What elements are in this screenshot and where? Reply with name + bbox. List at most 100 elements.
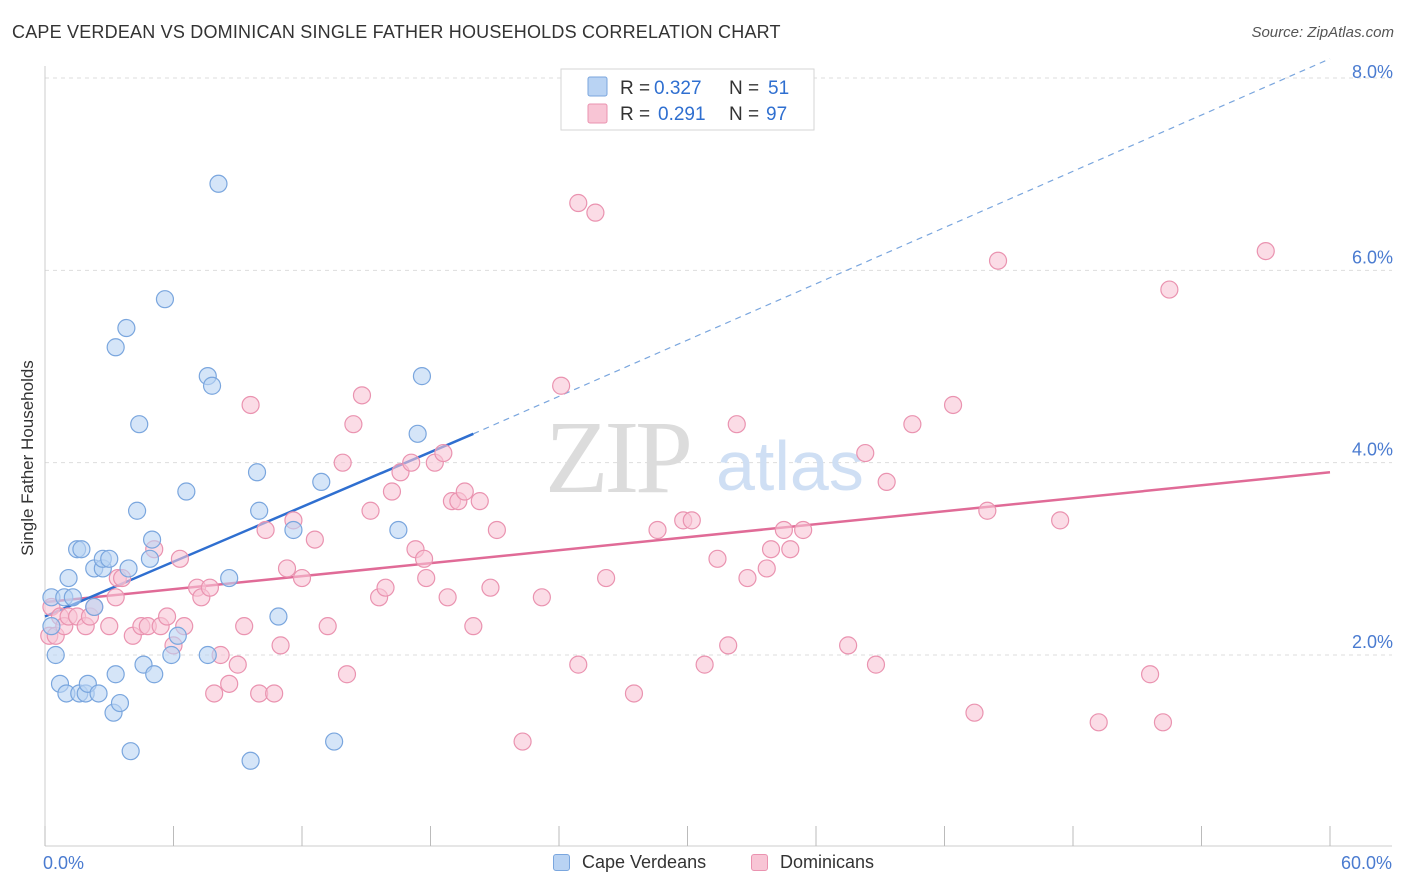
point-dominicans bbox=[988, 251, 1008, 270]
point-cape-verdeans bbox=[110, 693, 130, 713]
point-dominicans bbox=[487, 520, 506, 540]
point-dominicans bbox=[569, 193, 588, 213]
point-dominicans bbox=[434, 443, 453, 463]
point-dominicans bbox=[738, 568, 757, 588]
point-dominicans bbox=[1153, 713, 1173, 732]
source-label: Source: ZipAtlas.com bbox=[1251, 24, 1394, 41]
point-dominicans bbox=[318, 617, 337, 636]
point-cape-verdeans bbox=[42, 617, 61, 636]
point-cape-verdeans bbox=[220, 568, 239, 588]
point-dominicans bbox=[978, 501, 997, 520]
point-dominicans bbox=[648, 520, 667, 540]
legend-swatch-dominicans bbox=[587, 103, 608, 124]
trend-lines bbox=[44, 58, 1331, 618]
point-dominicans bbox=[774, 520, 793, 540]
point-dominicans bbox=[1089, 713, 1108, 732]
point-dominicans bbox=[205, 684, 224, 703]
point-dominicans bbox=[333, 453, 352, 472]
point-dominicans bbox=[271, 636, 290, 655]
point-dominicans bbox=[1051, 511, 1070, 530]
point-cape-verdeans bbox=[269, 607, 288, 626]
point-dominicans bbox=[417, 568, 436, 588]
trend-line-dominicans bbox=[44, 471, 1331, 604]
point-dominicans bbox=[866, 655, 886, 674]
point-dominicans bbox=[903, 415, 922, 434]
legend-item-cape-verdeans[interactable]: Cape Verdeans bbox=[553, 852, 706, 873]
point-dominicans bbox=[1140, 665, 1160, 684]
point-cape-verdeans bbox=[117, 318, 136, 338]
grid-lines bbox=[45, 77, 1392, 656]
point-dominicans bbox=[352, 386, 372, 405]
point-cape-verdeans bbox=[389, 520, 408, 540]
point-dominicans bbox=[170, 549, 190, 568]
legend-r-label: R = bbox=[620, 78, 650, 99]
watermark: ZIP atlas bbox=[545, 400, 864, 515]
point-dominicans bbox=[695, 655, 714, 674]
point-cape-verdeans bbox=[209, 174, 228, 193]
trend-line-cape-verdeans-extension bbox=[473, 58, 1331, 435]
legend-label-dominicans: Dominicans bbox=[780, 852, 875, 872]
point-dominicans bbox=[438, 588, 457, 607]
point-dominicans bbox=[532, 588, 551, 607]
swatch-dominicans bbox=[751, 854, 768, 871]
point-dominicans bbox=[481, 578, 500, 597]
point-dominicans bbox=[719, 636, 738, 655]
point-dominicans bbox=[100, 617, 119, 636]
legend-box: R = 0.327 N = 51 R = 0.291 N = 97 bbox=[560, 68, 815, 131]
point-dominicans bbox=[856, 443, 875, 463]
legend-swatch-cape-verdeans bbox=[587, 76, 608, 97]
axes bbox=[44, 66, 1392, 847]
point-dominicans bbox=[552, 376, 571, 395]
y-tick-label: 4.0% bbox=[1352, 440, 1393, 460]
point-cape-verdeans bbox=[46, 645, 65, 665]
point-dominicans bbox=[597, 568, 616, 588]
legend-r-value: 0.291 bbox=[658, 104, 706, 125]
legend-item-dominicans[interactable]: Dominicans bbox=[751, 852, 874, 873]
point-cape-verdeans bbox=[130, 415, 149, 434]
point-cape-verdeans bbox=[241, 751, 260, 770]
point-dominicans bbox=[157, 607, 177, 626]
point-cape-verdeans bbox=[312, 472, 331, 491]
point-dominicans bbox=[943, 395, 963, 415]
watermark-zip: ZIP bbox=[545, 400, 689, 515]
point-dominicans bbox=[464, 617, 483, 636]
point-cape-verdeans bbox=[155, 290, 175, 309]
point-cape-verdeans bbox=[59, 568, 78, 588]
point-dominicans bbox=[200, 578, 220, 597]
point-dominicans bbox=[277, 559, 297, 578]
point-cape-verdeans bbox=[72, 540, 91, 559]
point-cape-verdeans bbox=[142, 530, 162, 549]
point-dominicans bbox=[292, 568, 312, 588]
point-dominicans bbox=[470, 492, 489, 511]
watermark-atlas: atlas bbox=[716, 427, 864, 505]
point-cape-verdeans bbox=[106, 665, 125, 684]
point-dominicans bbox=[455, 482, 474, 501]
legend-n-label: N = bbox=[729, 78, 759, 99]
point-dominicans bbox=[761, 540, 781, 559]
point-dominicans bbox=[1160, 280, 1179, 299]
point-cape-verdeans bbox=[121, 742, 140, 761]
legend-n-label: N = bbox=[729, 104, 759, 125]
point-dominicans bbox=[414, 549, 434, 568]
point-dominicans bbox=[513, 732, 532, 751]
point-dominicans bbox=[256, 520, 275, 540]
point-cape-verdeans bbox=[325, 732, 344, 751]
point-cape-verdeans bbox=[412, 367, 432, 386]
swatch-cape-verdeans bbox=[553, 854, 570, 871]
point-cape-verdeans bbox=[85, 597, 104, 617]
point-dominicans bbox=[1256, 242, 1275, 261]
x-tick-label-max: 60.0% bbox=[1341, 853, 1392, 873]
y-tick-label: 8.0% bbox=[1352, 62, 1393, 82]
point-dominicans bbox=[344, 415, 363, 434]
point-dominicans bbox=[361, 501, 380, 520]
point-dominicans bbox=[376, 578, 395, 597]
point-cape-verdeans bbox=[198, 645, 217, 665]
point-cape-verdeans bbox=[202, 376, 222, 395]
point-dominicans bbox=[235, 617, 254, 636]
point-cape-verdeans bbox=[100, 549, 119, 568]
point-dominicans bbox=[794, 520, 813, 540]
point-dominicans bbox=[727, 415, 746, 434]
y-tick-label: 6.0% bbox=[1352, 247, 1393, 267]
point-cape-verdeans bbox=[162, 645, 181, 665]
